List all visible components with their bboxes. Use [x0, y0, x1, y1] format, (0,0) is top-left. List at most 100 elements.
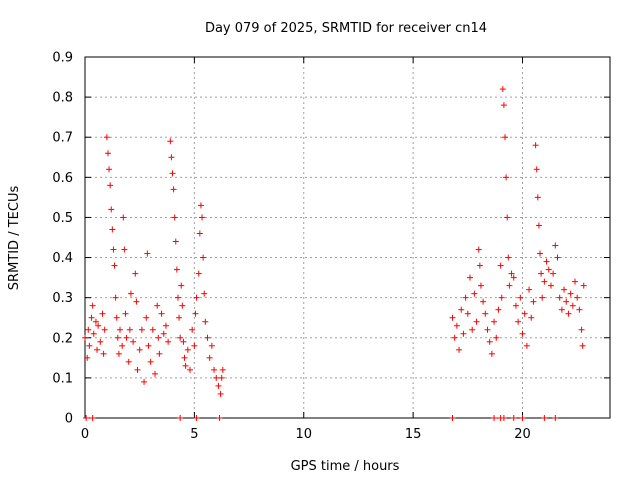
- data-point: [537, 250, 543, 257]
- data-points: [82, 86, 587, 421]
- data-point: [101, 326, 108, 333]
- data-point: [521, 310, 528, 317]
- x-axis: 0 5 10 15 20: [81, 57, 531, 442]
- x-tick-label: 15: [405, 427, 422, 442]
- data-point: [510, 274, 517, 281]
- data-point: [449, 415, 456, 421]
- y-tick-label: 0.7: [52, 131, 73, 146]
- data-point: [475, 246, 482, 253]
- data-point: [552, 242, 559, 249]
- data-point: [519, 415, 526, 421]
- y-tick-label: 0.5: [52, 211, 73, 226]
- data-point: [84, 354, 91, 361]
- data-point: [484, 326, 491, 333]
- data-point: [453, 322, 460, 329]
- data-point: [136, 346, 143, 353]
- data-point: [449, 314, 456, 321]
- data-point: [106, 166, 113, 173]
- data-point: [90, 330, 97, 337]
- data-point: [477, 282, 484, 289]
- data-point: [193, 415, 200, 421]
- data-point: [112, 294, 119, 301]
- data-point: [177, 334, 184, 341]
- data-point: [200, 254, 207, 261]
- data-point: [165, 338, 172, 345]
- data-point: [528, 314, 535, 321]
- data-point: [149, 326, 156, 333]
- data-point: [99, 310, 106, 317]
- data-point: [491, 415, 498, 421]
- y-tick-label: 0.1: [52, 371, 73, 386]
- data-point: [182, 362, 189, 369]
- data-point: [121, 246, 128, 253]
- data-point: [187, 366, 193, 373]
- data-point: [567, 290, 574, 297]
- data-point: [510, 415, 517, 421]
- data-point: [130, 338, 137, 345]
- data-point: [579, 342, 586, 349]
- data-point: [503, 174, 510, 181]
- data-point: [539, 294, 546, 301]
- data-point: [133, 298, 140, 305]
- data-point: [178, 282, 185, 289]
- data-point: [517, 294, 524, 301]
- data-point: [113, 314, 120, 321]
- data-point: [547, 282, 554, 289]
- data-point: [216, 415, 223, 421]
- data-point: [482, 310, 489, 317]
- data-point: [109, 226, 116, 233]
- data-point: [123, 334, 130, 341]
- data-point: [512, 302, 519, 309]
- data-point: [476, 262, 483, 269]
- y-tick-label: 0.8: [52, 91, 73, 106]
- data-point: [506, 282, 513, 289]
- data-point: [523, 342, 530, 349]
- data-point: [493, 334, 500, 341]
- data-point: [208, 342, 215, 349]
- grid: [85, 57, 610, 418]
- data-point: [572, 278, 578, 285]
- data-point: [519, 330, 526, 337]
- data-point: [533, 166, 540, 173]
- x-tick-label: 5: [190, 427, 198, 442]
- data-point: [576, 306, 583, 313]
- data-point: [115, 350, 122, 357]
- data-point: [197, 202, 204, 209]
- data-point: [215, 382, 222, 389]
- data-point: [458, 306, 465, 313]
- data-point: [95, 322, 102, 329]
- data-point: [152, 370, 158, 377]
- data-point: [532, 142, 539, 149]
- y-tick-label: 0.4: [52, 251, 73, 266]
- data-point: [556, 294, 563, 301]
- data-point: [530, 298, 537, 305]
- data-point: [170, 186, 177, 193]
- data-point: [526, 286, 533, 293]
- data-point: [199, 214, 206, 221]
- data-point: [561, 286, 568, 293]
- data-point: [125, 358, 132, 365]
- data-point: [464, 310, 471, 317]
- data-point: [114, 334, 121, 341]
- data-point: [541, 415, 548, 421]
- data-point: [491, 318, 498, 325]
- y-tick-label: 0.6: [52, 171, 73, 186]
- data-point: [160, 330, 167, 337]
- data-point: [538, 270, 545, 277]
- data-point: [162, 322, 169, 329]
- data-point: [173, 266, 180, 273]
- data-point: [169, 170, 176, 177]
- data-point: [177, 415, 184, 421]
- data-point: [174, 294, 181, 301]
- data-point: [201, 290, 208, 297]
- data-point: [82, 334, 88, 341]
- y-axis-label: SRMTID / TECUs: [7, 186, 22, 291]
- data-point: [486, 338, 493, 345]
- data-point: [574, 294, 581, 301]
- data-point: [502, 134, 508, 141]
- data-point: [500, 415, 507, 421]
- data-point: [110, 246, 117, 253]
- data-point: [552, 415, 559, 421]
- data-point: [103, 134, 110, 141]
